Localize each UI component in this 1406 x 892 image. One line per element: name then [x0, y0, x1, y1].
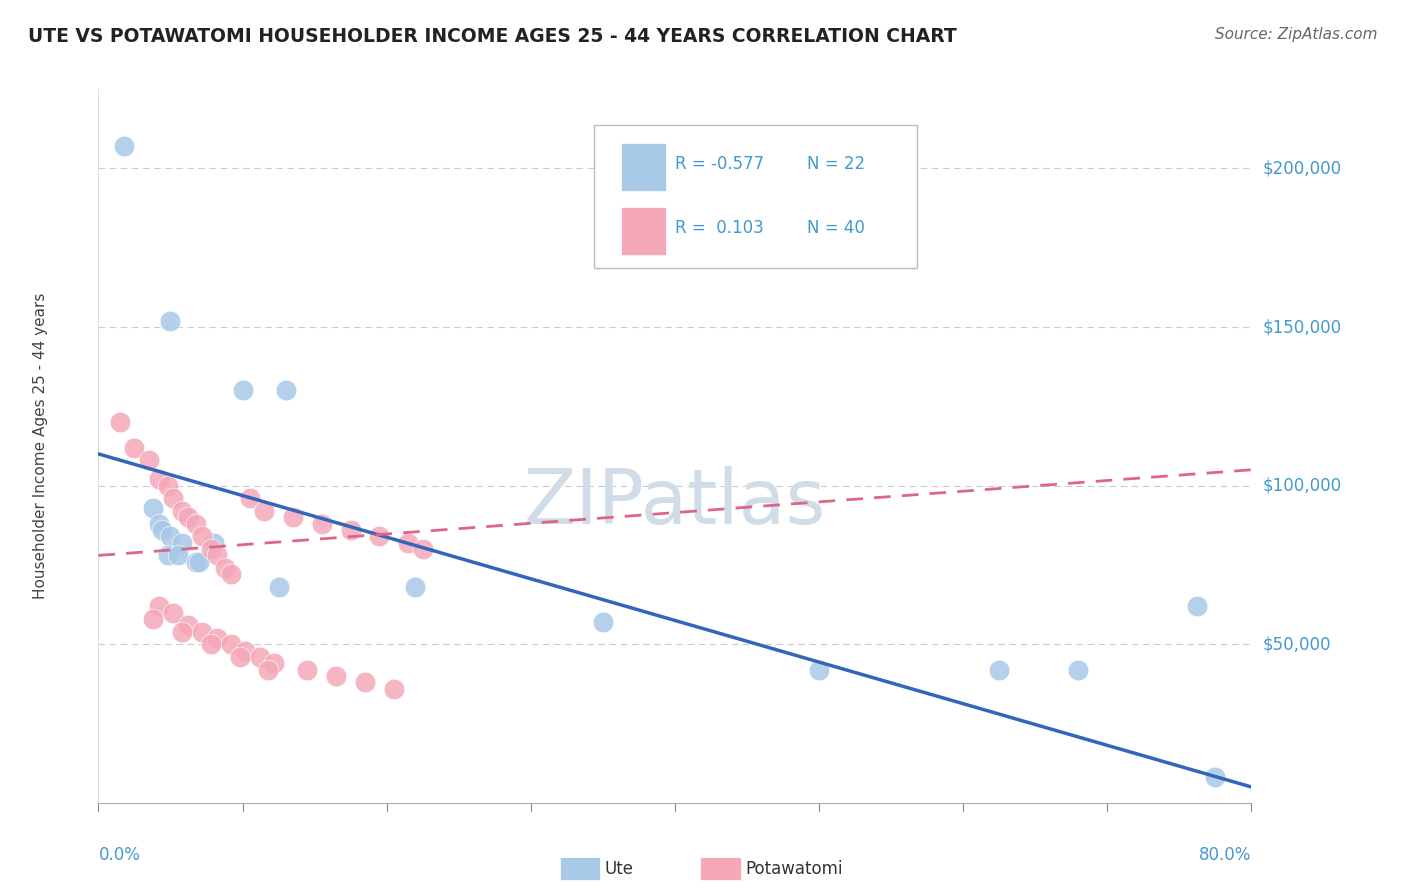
Point — [200, 637, 222, 651]
Text: $200,000: $200,000 — [1263, 160, 1341, 178]
Point — [162, 606, 184, 620]
Point — [1204, 771, 1226, 785]
Point — [166, 549, 188, 563]
Text: N = 22: N = 22 — [807, 155, 866, 173]
Point — [124, 441, 146, 455]
Text: Householder Income Ages 25 - 44 years: Householder Income Ages 25 - 44 years — [34, 293, 48, 599]
Point — [170, 624, 193, 639]
Point — [267, 580, 290, 594]
Point — [988, 663, 1011, 677]
Point — [297, 663, 319, 677]
Point — [191, 624, 214, 639]
Point — [214, 561, 236, 575]
Point — [1185, 599, 1208, 614]
Point — [186, 516, 208, 531]
Point — [239, 491, 262, 506]
Text: UTE VS POTAWATOMI HOUSEHOLDER INCOME AGES 25 - 44 YEARS CORRELATION CHART: UTE VS POTAWATOMI HOUSEHOLDER INCOME AGE… — [28, 27, 957, 45]
Point — [162, 491, 184, 506]
FancyBboxPatch shape — [595, 125, 917, 268]
Text: 80.0%: 80.0% — [1199, 846, 1251, 863]
Point — [228, 649, 250, 664]
Point — [1067, 663, 1090, 677]
FancyBboxPatch shape — [620, 143, 665, 191]
Point — [257, 663, 280, 677]
Text: R =  0.103: R = 0.103 — [675, 219, 763, 237]
Point — [219, 637, 242, 651]
Point — [253, 504, 276, 518]
Point — [412, 542, 434, 557]
Point — [186, 555, 208, 569]
Point — [205, 631, 228, 645]
Point — [159, 314, 181, 328]
Text: ZIPatlas: ZIPatlas — [523, 467, 827, 540]
Text: Ute: Ute — [605, 860, 634, 878]
Point — [382, 681, 405, 696]
Point — [148, 516, 170, 531]
Text: $150,000: $150,000 — [1263, 318, 1341, 336]
Point — [191, 529, 214, 543]
Point — [138, 453, 160, 467]
Text: $50,000: $50,000 — [1263, 635, 1331, 653]
Point — [177, 618, 200, 632]
Point — [205, 549, 228, 563]
Point — [170, 535, 193, 549]
Point — [159, 529, 181, 543]
Point — [156, 478, 179, 492]
Point — [142, 612, 165, 626]
Text: $100,000: $100,000 — [1263, 476, 1341, 495]
Point — [354, 675, 377, 690]
Point — [150, 523, 173, 537]
Point — [235, 643, 257, 657]
Point — [156, 549, 179, 563]
Point — [112, 139, 135, 153]
Point — [170, 504, 193, 518]
Point — [148, 599, 170, 614]
Point — [219, 567, 242, 582]
Point — [188, 555, 211, 569]
Point — [231, 384, 254, 398]
Point — [396, 535, 419, 549]
Text: N = 40: N = 40 — [807, 219, 865, 237]
Point — [142, 500, 165, 515]
Point — [108, 415, 131, 429]
Point — [274, 384, 297, 398]
Text: 0.0%: 0.0% — [98, 846, 141, 863]
Point — [807, 663, 830, 677]
Point — [202, 535, 225, 549]
Point — [325, 669, 347, 683]
Text: Source: ZipAtlas.com: Source: ZipAtlas.com — [1215, 27, 1378, 42]
Point — [263, 657, 285, 671]
Point — [311, 516, 333, 531]
Text: Potawatomi: Potawatomi — [745, 860, 842, 878]
Point — [339, 523, 361, 537]
Text: R = -0.577: R = -0.577 — [675, 155, 763, 173]
Point — [405, 580, 427, 594]
Point — [281, 510, 304, 524]
Point — [368, 529, 391, 543]
Point — [592, 615, 614, 629]
Point — [177, 510, 200, 524]
Point — [249, 649, 271, 664]
FancyBboxPatch shape — [620, 207, 665, 255]
Point — [200, 542, 222, 557]
Point — [148, 472, 170, 486]
